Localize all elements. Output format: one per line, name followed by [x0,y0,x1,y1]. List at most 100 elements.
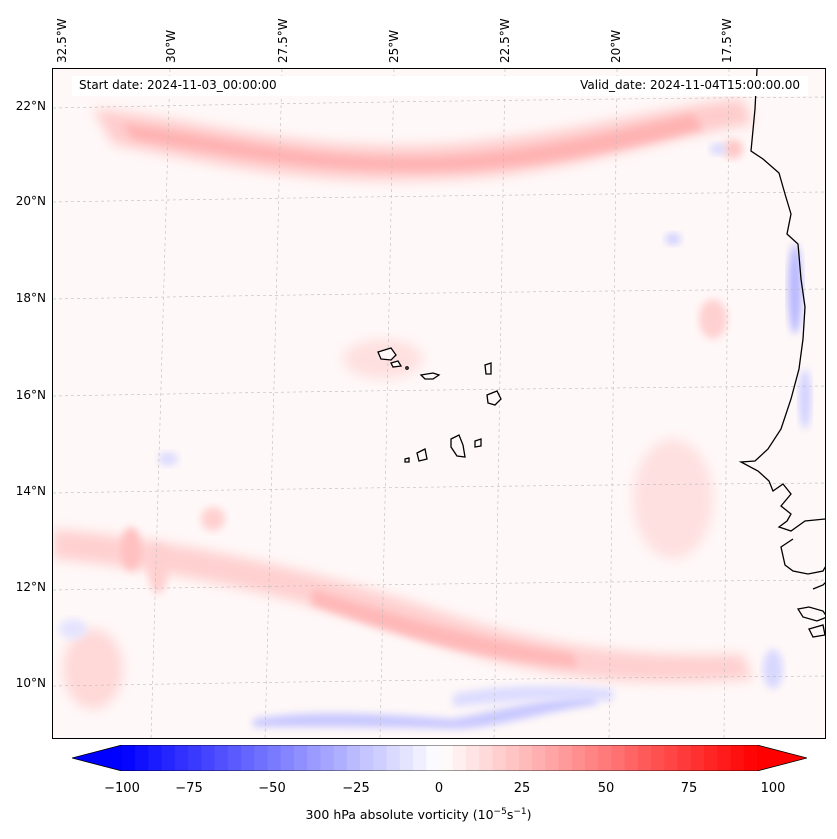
vorticity-blob [665,233,681,245]
meridian-line [493,69,506,738]
colorbar-cell [307,745,321,771]
colorbar-cell [598,745,612,771]
colorbar-label: 300 hPa absolute vorticity (10−5s−1) [0,807,837,822]
island-sao-nicolau [419,372,441,380]
colorbar-cell [505,745,520,771]
lat-tick-label: 16°N [15,388,46,402]
lon-tick-label: 25°W [387,29,401,63]
colorbar-cell [373,745,388,771]
colorbar-cell [704,745,718,771]
positive-vorticity-band-south [53,529,753,683]
colorbar-cell [439,745,454,771]
colorbar-cell [320,745,335,771]
colorbar-label-close: ) [526,807,532,823]
parallel-line [53,385,825,397]
colorbar-tick-label: −100 [104,781,140,796]
meridian-line [150,69,171,738]
colorbar-cell [201,745,216,771]
colorbar-cell [174,745,189,771]
colorbar-cell [637,745,652,771]
lat-tick-label: 22°N [15,99,46,113]
parallel-line [53,96,825,109]
colorbar-cell [360,745,374,771]
colorbar-cell [227,745,242,771]
colorbar-cell [161,745,176,771]
colorbar-label-exponent: −5 [493,807,507,817]
island-santa-luzia [405,366,409,370]
colorbar-tick-label: 0 [434,781,444,796]
colorbar-cell [386,745,401,771]
colorbar-cell [280,745,295,771]
meridian-line [723,69,730,738]
colorbar [72,745,807,771]
start-date-label: Start date: 2024-11-03_00:00:00 [79,78,277,92]
colorbar-extend-max [757,745,807,771]
island-santiago [450,434,466,458]
colorbar-tick-label: 100 [760,781,786,796]
lon-tick-label: 32.5°W [55,18,69,63]
coastline [738,69,825,638]
vorticity-blob [59,619,87,639]
colorbar-cell [333,745,348,771]
african-coastline [780,538,825,575]
lon-tick-label: 17.5°W [720,18,734,63]
positive-vorticity-core-north [123,114,703,172]
african-coastline [738,69,825,532]
graticule [53,69,825,738]
lon-tick-label: 20°W [609,29,623,63]
negative-vorticity-coastal [799,369,811,429]
colorbar-cell [664,745,679,771]
parallel-line [53,191,825,203]
valid-date-label: Valid_date: 2024-11-04T15:00:00.00 [580,78,800,92]
parallel-line [53,288,825,300]
colorbar-cell [743,745,758,771]
island-maio [474,438,482,448]
lat-tick-label: 10°N [15,676,46,690]
colorbar-cell [545,745,560,771]
lat-tick-label: 20°N [15,194,46,208]
african-coastline [812,582,825,590]
colorbar-cell [730,745,745,771]
colorbar-cell [571,745,586,771]
lat-tick-label: 18°N [15,291,46,305]
parallel-line [53,482,825,494]
colorbar-cell [452,745,467,771]
negative-vorticity-coastal [788,244,802,334]
colorbar-tick-label: −25 [342,781,370,796]
colorbar-tick-label: −50 [258,781,286,796]
colorbar-cell [254,745,269,771]
colorbar-cell [558,745,573,771]
cape-verde-islands [377,347,502,463]
colorbar-cell [611,745,626,771]
positive-vorticity-core-south [311,589,578,667]
colorbar-cell [426,745,440,771]
vorticity-blob [633,439,713,559]
island-boa-vista [486,390,502,406]
vorticity-blob [148,544,168,594]
colorbar-cell [399,745,414,771]
colorbar-label-text: 300 hPa absolute vorticity (10 [305,807,494,823]
vorticity-map [53,69,825,738]
island-fogo [416,448,428,462]
colorbar-cell [122,745,136,771]
parallel-line [53,579,825,591]
lon-tick-label: 30°W [164,29,178,63]
lat-tick-label: 14°N [15,484,46,498]
colorbar-cell [585,745,599,771]
colorbar-cell [518,745,533,771]
negative-vorticity-band-south [253,694,598,729]
colorbar-cell [479,745,493,771]
colorbar-cell [148,745,163,771]
colorbar-cell [241,745,255,771]
vorticity-blob [158,452,178,466]
negative-vorticity-band [453,685,613,707]
colorbar-cell [690,745,705,771]
lon-tick-label: 27.5°W [276,18,290,63]
colorbar-cell [293,745,308,771]
colorbar-tick-label: 75 [680,781,698,796]
vorticity-blob [201,507,225,531]
vorticity-blob [710,143,726,155]
colorbar-tick-label: −75 [175,781,203,796]
island-sao-vicente [390,360,403,368]
colorbar-cell [413,745,427,771]
